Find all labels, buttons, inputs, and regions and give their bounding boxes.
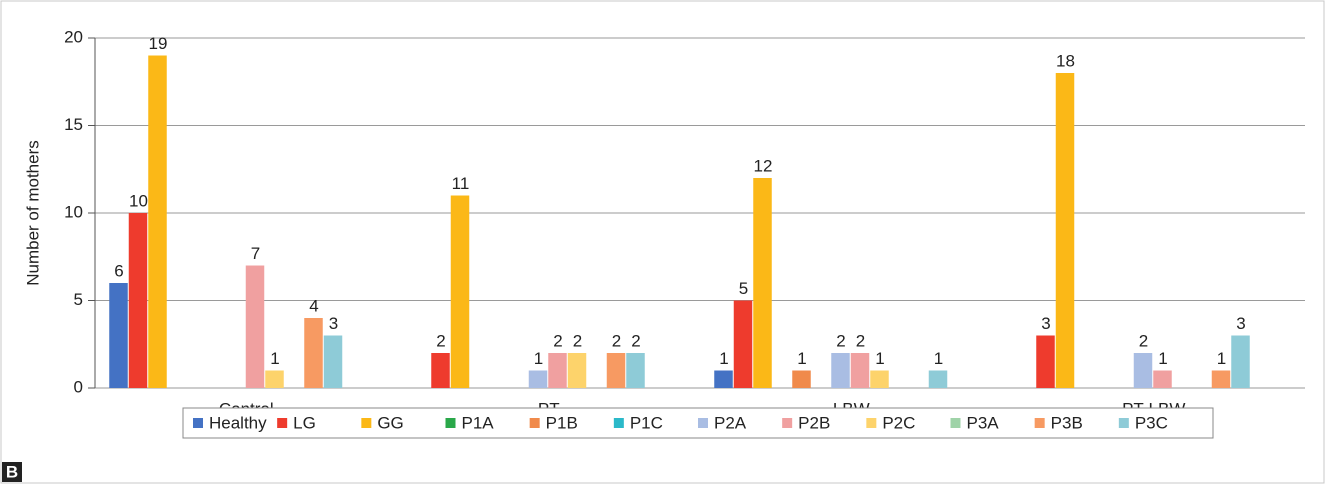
data-label: 1 bbox=[934, 349, 943, 368]
data-label: 1 bbox=[797, 349, 806, 368]
legend-label: P3B bbox=[1051, 413, 1083, 432]
y-tick-label: 15 bbox=[64, 115, 83, 134]
bar bbox=[265, 370, 284, 388]
bar bbox=[431, 353, 450, 388]
data-label: 2 bbox=[573, 331, 582, 350]
data-label: 7 bbox=[251, 244, 260, 263]
legend-swatch bbox=[1118, 418, 1129, 428]
bar bbox=[1153, 370, 1172, 388]
data-label: 5 bbox=[739, 279, 748, 298]
legend-swatch bbox=[950, 418, 961, 428]
legend-label: Healthy bbox=[209, 413, 267, 432]
legend-label: P2C bbox=[882, 413, 915, 432]
data-label: 4 bbox=[309, 296, 318, 315]
legend-label: P3C bbox=[1135, 413, 1168, 432]
legend-swatch bbox=[698, 418, 708, 428]
y-tick-label: 5 bbox=[74, 290, 83, 309]
bar bbox=[606, 353, 626, 388]
legend-swatch bbox=[529, 418, 540, 428]
bar bbox=[567, 353, 587, 388]
data-label: 2 bbox=[1139, 331, 1148, 350]
bar bbox=[928, 370, 948, 388]
y-tick-label: 20 bbox=[64, 27, 83, 46]
bar bbox=[1231, 335, 1250, 388]
legend-label: GG bbox=[377, 413, 403, 432]
data-label: 2 bbox=[612, 331, 621, 350]
legend-label: P1C bbox=[630, 413, 663, 432]
data-label: 12 bbox=[754, 156, 773, 175]
panel-label: B bbox=[6, 462, 18, 481]
data-label: 11 bbox=[452, 174, 470, 193]
bar bbox=[548, 353, 567, 388]
data-label: 1 bbox=[534, 349, 543, 368]
y-tick-label: 10 bbox=[64, 202, 83, 221]
data-label: 1 bbox=[1217, 349, 1226, 368]
legend-swatch bbox=[782, 418, 793, 428]
data-label: 1 bbox=[270, 349, 279, 368]
bar bbox=[753, 178, 772, 388]
data-label: 2 bbox=[856, 331, 865, 350]
legend-swatch bbox=[361, 418, 372, 428]
bar bbox=[148, 55, 167, 388]
data-label: 3 bbox=[329, 314, 338, 333]
bar bbox=[1133, 353, 1153, 388]
legend-swatch bbox=[866, 418, 877, 428]
bar bbox=[1036, 335, 1055, 388]
legend-label: P2B bbox=[798, 413, 830, 432]
y-axis-label: Number of mothers bbox=[23, 140, 42, 286]
data-label: 18 bbox=[1056, 51, 1075, 70]
data-label: 2 bbox=[553, 331, 562, 350]
legend-swatch bbox=[1034, 418, 1045, 428]
data-label: 1 bbox=[875, 349, 884, 368]
bar bbox=[792, 370, 811, 388]
bar bbox=[128, 213, 148, 388]
data-label: 2 bbox=[436, 331, 445, 350]
data-label: 3 bbox=[1236, 314, 1245, 333]
data-label: 2 bbox=[631, 331, 640, 350]
legend-swatch bbox=[445, 418, 456, 428]
legend-label: P1A bbox=[462, 413, 495, 432]
panel-label-box bbox=[2, 462, 22, 482]
legend-swatch bbox=[193, 418, 203, 428]
bar bbox=[245, 265, 265, 388]
bar bbox=[528, 370, 548, 388]
bar bbox=[1211, 370, 1231, 388]
legend-label: P2A bbox=[714, 413, 747, 432]
data-label: 19 bbox=[149, 34, 168, 53]
data-label: 3 bbox=[1041, 314, 1050, 333]
bar bbox=[733, 300, 753, 388]
legend-label: LG bbox=[293, 413, 316, 432]
bar bbox=[850, 353, 870, 388]
legend-swatch bbox=[277, 418, 288, 428]
data-label: 1 bbox=[1158, 349, 1167, 368]
bar bbox=[1055, 73, 1075, 388]
bar bbox=[304, 318, 323, 388]
bar bbox=[714, 370, 733, 388]
bar bbox=[323, 335, 343, 388]
bar bbox=[450, 195, 470, 388]
y-tick-label: 0 bbox=[74, 377, 83, 396]
data-label: 1 bbox=[719, 349, 728, 368]
data-label: 10 bbox=[129, 191, 148, 210]
legend-label: P3A bbox=[967, 413, 1000, 432]
bar bbox=[831, 353, 850, 388]
legend-label: P1B bbox=[546, 413, 578, 432]
bar bbox=[109, 283, 128, 388]
bar bbox=[870, 370, 889, 388]
data-label: 2 bbox=[836, 331, 845, 350]
legend-swatch bbox=[613, 418, 624, 428]
bar bbox=[626, 353, 645, 388]
data-label: 6 bbox=[114, 261, 123, 280]
